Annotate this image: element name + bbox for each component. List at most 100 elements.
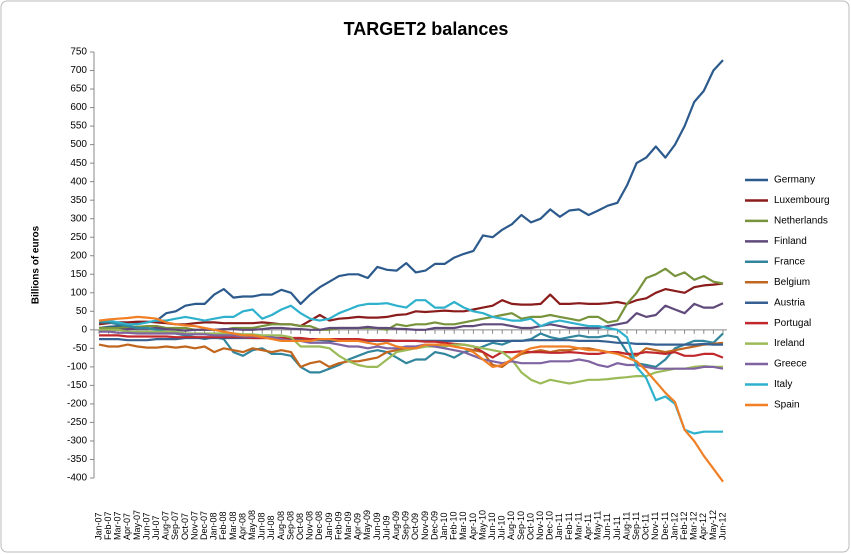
- y-tick-label: 450: [70, 158, 87, 169]
- y-tick-label: 100: [70, 287, 87, 298]
- x-tick-label: Jun-07: [141, 512, 151, 540]
- x-tick-label: Mar-09: [343, 511, 353, 540]
- x-tick-label: Aug-07: [161, 511, 171, 540]
- y-tick-label: 200: [70, 250, 87, 261]
- x-tick-label: Oct-07: [180, 513, 190, 540]
- x-tick-label: Jun-09: [372, 512, 382, 540]
- series-line: [98, 302, 724, 333]
- y-tick-label: 300: [70, 213, 87, 224]
- y-tick-label: -350: [67, 454, 87, 465]
- x-tick-label: Jun-08: [257, 512, 267, 540]
- legend-label: Portugal: [774, 318, 811, 329]
- x-tick-label: Jun-11: [602, 513, 612, 540]
- x-tick-label: May-11: [593, 511, 603, 540]
- x-tick-label: Aug-11: [621, 512, 631, 540]
- x-tick-label: Nov-09: [420, 511, 430, 540]
- series-line: [98, 315, 724, 483]
- legend-label: Finland: [774, 236, 807, 247]
- x-tick-label: May-08: [247, 510, 257, 540]
- x-tick-label: Jul-11: [612, 516, 622, 540]
- x-tick-label: Jan-07: [93, 512, 103, 540]
- x-tick-label: Feb-10: [449, 511, 459, 540]
- legend-label: Luxembourg: [774, 195, 830, 206]
- x-tick-label: May-12: [708, 510, 718, 540]
- y-tick-label: 500: [70, 139, 87, 150]
- y-tick-label: 600: [70, 102, 87, 113]
- y-tick-label: 50: [76, 306, 88, 317]
- y-tick-label: -100: [67, 362, 87, 373]
- x-tick-label: Dec-11: [660, 512, 670, 540]
- x-tick-label: Jul-10: [497, 515, 507, 540]
- x-tick-label: Dec-08: [314, 511, 324, 540]
- x-tick-label: Sep-10: [516, 511, 526, 540]
- y-tick-label: -250: [67, 417, 87, 428]
- x-tick-label: Nov-08: [305, 511, 315, 540]
- legend-label: Spain: [774, 400, 800, 411]
- x-tick-label: Sep-08: [285, 511, 295, 540]
- x-tick-label: Jan-11: [554, 513, 564, 540]
- x-tick-label: Sep-09: [401, 511, 411, 540]
- x-tick-label: Oct-08: [295, 513, 305, 540]
- x-tick-label: Jan-12: [669, 512, 679, 540]
- x-tick-label: Feb-09: [333, 511, 343, 540]
- x-tick-label: Dec-10: [545, 511, 555, 540]
- x-tick-label: Aug-10: [506, 511, 516, 540]
- y-tick-label: 650: [70, 84, 87, 95]
- x-tick-label: Mar-08: [228, 511, 238, 540]
- x-tick-label: Jan-08: [209, 512, 219, 540]
- y-tick-label: -200: [67, 399, 87, 410]
- x-tick-label: Jul-08: [266, 515, 276, 540]
- x-tick-label: Apr-12: [698, 513, 708, 540]
- x-tick-label: Apr-11: [583, 514, 593, 540]
- x-tick-label: Dec-09: [429, 511, 439, 540]
- legend-label: Belgium: [774, 277, 810, 288]
- y-tick-label: 700: [70, 65, 87, 76]
- legend-label: Netherlands: [774, 216, 828, 227]
- x-tick-label: Mar-11: [573, 512, 583, 540]
- series-line: [99, 334, 724, 359]
- x-tick-label: May-10: [477, 510, 487, 540]
- x-tick-label: Apr-10: [468, 513, 478, 540]
- series-line: [98, 59, 724, 330]
- y-tick-label: 750: [70, 47, 87, 58]
- x-tick-label: Apr-09: [353, 513, 363, 540]
- y-tick-label: 0: [81, 324, 87, 335]
- legend-label: France: [774, 256, 806, 267]
- x-tick-label: Nov-10: [535, 511, 545, 540]
- x-tick-label: Sep-11: [631, 512, 641, 540]
- legend-label: Ireland: [774, 338, 805, 349]
- x-tick-label: Nov-07: [189, 511, 199, 540]
- x-tick-label: Jul-09: [381, 515, 391, 540]
- series-line: [98, 282, 724, 328]
- x-tick-label: Apr-07: [122, 513, 132, 540]
- series-line: [99, 330, 724, 370]
- x-tick-label: Jan-10: [439, 512, 449, 540]
- y-tick-label: 550: [70, 121, 87, 132]
- x-tick-label: Oct-10: [525, 513, 535, 540]
- x-tick-label: Jun-12: [717, 512, 727, 540]
- y-axis-label: Billions of euros: [31, 225, 42, 304]
- x-tick-label: Jun-10: [487, 512, 497, 540]
- x-tick-label: Jan-09: [324, 512, 334, 540]
- x-tick-label: Feb-08: [218, 511, 228, 540]
- legend-label: Italy: [774, 379, 792, 390]
- x-tick-label: Nov-11: [650, 512, 660, 540]
- x-tick-label: Aug-08: [276, 511, 286, 540]
- y-tick-label: 350: [70, 195, 87, 206]
- x-tick-label: Sep-07: [170, 511, 180, 540]
- x-tick-label: Feb-07: [103, 511, 113, 540]
- legend-label: Greece: [774, 359, 807, 370]
- legend-label: Germany: [774, 175, 815, 186]
- x-tick-label: May-09: [362, 510, 372, 540]
- y-tick-label: -50: [73, 343, 88, 354]
- y-tick-label: -300: [67, 436, 87, 447]
- x-tick-label: Mar-07: [113, 511, 123, 540]
- y-tick-label: -400: [67, 473, 87, 484]
- x-tick-label: Mar-12: [689, 511, 699, 540]
- x-tick-label: Apr-08: [237, 513, 247, 540]
- y-tick-label: -150: [67, 380, 87, 391]
- y-tick-label: 250: [70, 232, 87, 243]
- y-tick-label: 150: [70, 269, 87, 280]
- x-tick-label: May-07: [132, 510, 142, 540]
